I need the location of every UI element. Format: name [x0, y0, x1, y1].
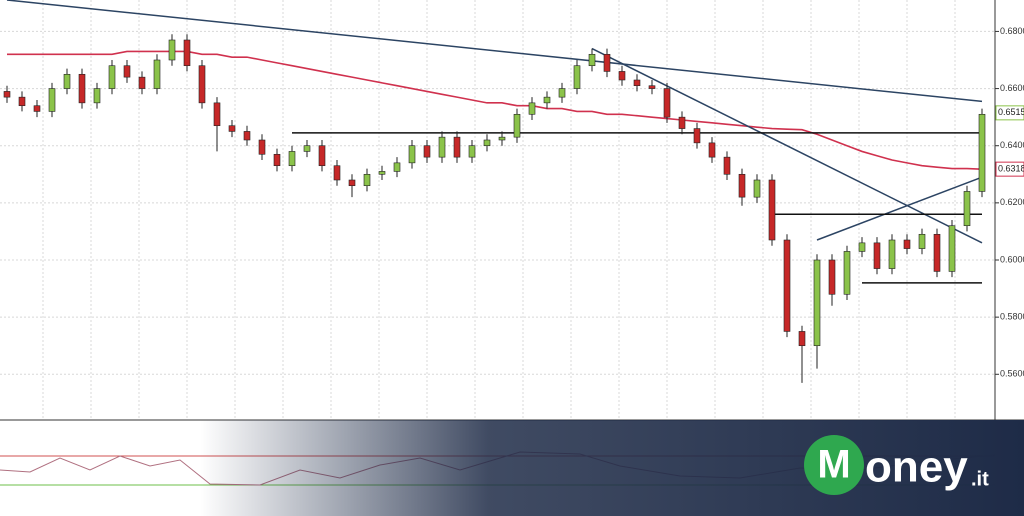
candle-body	[273, 153, 281, 167]
candle-body	[513, 113, 521, 138]
candle-body	[633, 79, 641, 87]
price-tag-label: 0.6318	[998, 164, 1024, 174]
candle-body	[243, 131, 251, 141]
candle-body	[228, 125, 236, 132]
candle-body	[783, 239, 791, 332]
candle-body	[438, 136, 446, 158]
candle-body	[498, 136, 506, 141]
vertical-grid	[0, 0, 995, 420]
logo: M oney .it	[804, 435, 989, 495]
candle-body	[198, 65, 206, 104]
candle-body	[123, 65, 131, 78]
candle-body	[738, 173, 746, 198]
candle-body	[888, 239, 896, 269]
candle-body	[558, 88, 566, 98]
candle-body	[138, 76, 146, 89]
candle-body	[978, 113, 986, 192]
candle-body	[573, 65, 581, 89]
price-tag-label: 0.6515	[998, 107, 1024, 117]
candle-body	[948, 225, 956, 272]
candle-body	[33, 105, 41, 112]
candle-body	[93, 88, 101, 104]
candle-body	[213, 102, 221, 127]
banner-overlay	[200, 420, 1024, 516]
candle-body	[168, 39, 176, 61]
candle-body	[258, 139, 266, 155]
candle-body	[723, 156, 731, 175]
logo-text: oney	[865, 443, 968, 492]
candle-body	[63, 73, 71, 89]
candle-body	[333, 165, 341, 181]
candle-body	[813, 259, 821, 347]
candle-body	[708, 142, 716, 158]
candle-body	[288, 151, 296, 167]
candle-body	[3, 91, 11, 98]
candle-body	[348, 179, 356, 187]
candle-body	[303, 145, 311, 152]
candle-body	[468, 145, 476, 158]
candle-body	[528, 102, 536, 115]
candle-body	[378, 171, 386, 175]
candle-body	[423, 145, 431, 158]
candle-body	[903, 239, 911, 249]
candle-body	[603, 53, 611, 72]
candle-body	[843, 251, 851, 295]
trend-line	[591, 47, 983, 244]
candle-body	[453, 136, 461, 158]
candle-body	[693, 128, 701, 144]
logo-initial: M	[817, 443, 850, 487]
candle-body	[798, 331, 806, 347]
candle-body	[678, 116, 686, 129]
logo-suffix: .it	[971, 468, 989, 490]
candle-body	[648, 85, 656, 89]
candle-body	[318, 145, 326, 167]
candle-body	[768, 179, 776, 241]
candle-body	[873, 242, 881, 269]
candle-body	[78, 73, 86, 104]
candle-body	[963, 191, 971, 227]
candle-body	[858, 242, 866, 252]
candle-body	[933, 233, 941, 272]
candle-body	[483, 139, 491, 147]
candle-body	[393, 162, 401, 172]
candle-body	[408, 145, 416, 164]
candle-body	[363, 173, 371, 187]
candle-body	[108, 65, 116, 89]
candle-body	[18, 96, 26, 107]
candle-body	[153, 59, 161, 89]
candle-body	[48, 88, 56, 112]
candle-body	[543, 96, 551, 104]
trend-line	[816, 176, 983, 241]
candle-body	[588, 53, 596, 67]
candle-body	[828, 259, 836, 295]
price-tag	[995, 161, 1024, 177]
logo-circle	[804, 435, 864, 495]
candle-body	[618, 71, 626, 81]
trend-line	[6, 0, 983, 103]
plot	[3, 0, 986, 383]
candle-body	[918, 233, 926, 249]
price-tag	[995, 105, 1024, 121]
candle-body	[663, 88, 671, 118]
candle-body	[753, 179, 761, 198]
candle-body	[183, 39, 191, 67]
